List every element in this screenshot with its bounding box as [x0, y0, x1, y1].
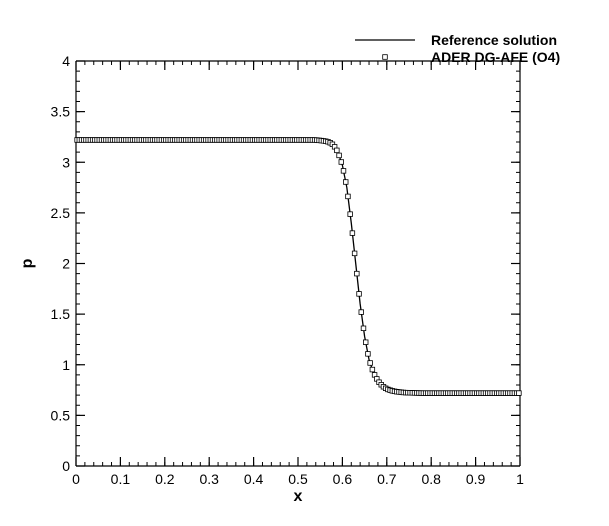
x-tick-label: 0.7 [377, 471, 397, 487]
x-axis-title: x [294, 488, 303, 505]
data-point-marker [369, 366, 376, 373]
data-point-marker [354, 270, 360, 277]
legend-marker-swatch [382, 54, 388, 60]
y-tick-label: 4 [62, 53, 70, 69]
data-point-marker [516, 390, 522, 396]
data-point-marker [345, 193, 351, 200]
data-point-marker [365, 351, 371, 357]
plot-frame [75, 60, 521, 467]
x-tick-label: 0.1 [111, 471, 131, 487]
x-tick-label: 0.6 [333, 471, 353, 487]
data-point-marker [360, 325, 367, 331]
x-tick-label: 0.3 [199, 471, 219, 487]
data-point-marker [347, 211, 353, 217]
x-axis-ticks: 0 0.1 0.2 0.3 0.4 0.5 0.6 0.7 0.8 0.9 1 [72, 61, 524, 487]
x-tick-label: 0.9 [466, 471, 486, 487]
y-tick-label: 1 [62, 357, 70, 373]
data-point-marker [336, 152, 342, 159]
y-tick-label: 3.5 [51, 104, 71, 120]
x-tick-label: 0.2 [155, 471, 175, 487]
data-point-marker [351, 250, 358, 257]
data-point-marker [349, 230, 356, 236]
data-point-marker [343, 179, 349, 185]
data-point-marker [340, 168, 347, 174]
legend-label-reference: Reference solution [431, 32, 557, 48]
x-tick-label: 0.8 [421, 471, 441, 487]
data-point-marker [367, 360, 373, 366]
x-tick-label: 1 [516, 471, 524, 487]
series-line-reference [76, 139, 520, 394]
y-tick-label: 3 [62, 154, 70, 170]
x-tick-label: 0 [72, 471, 80, 487]
y-axis-ticks: 0 0.5 1 1.5 2 2.5 3 3.5 4 [51, 53, 520, 474]
data-point-marker [356, 291, 362, 297]
x-tick-label: 0.4 [244, 471, 264, 487]
y-axis-title: p [19, 258, 36, 268]
data-point-marker [358, 309, 364, 315]
data-point-marker [363, 339, 369, 345]
y-tick-label: 0 [62, 458, 70, 474]
y-tick-label: 1.5 [51, 306, 71, 322]
y-tick-label: 0.5 [51, 407, 71, 423]
legend-label-ader: ADER DG-AFE (O4) [431, 49, 560, 65]
data-point-marker [338, 159, 344, 165]
y-tick-label: 2 [62, 256, 70, 272]
x-tick-label: 0.5 [288, 471, 308, 487]
series-layer [74, 137, 522, 396]
y-tick-label: 2.5 [51, 205, 71, 221]
data-point-marker [334, 147, 340, 154]
